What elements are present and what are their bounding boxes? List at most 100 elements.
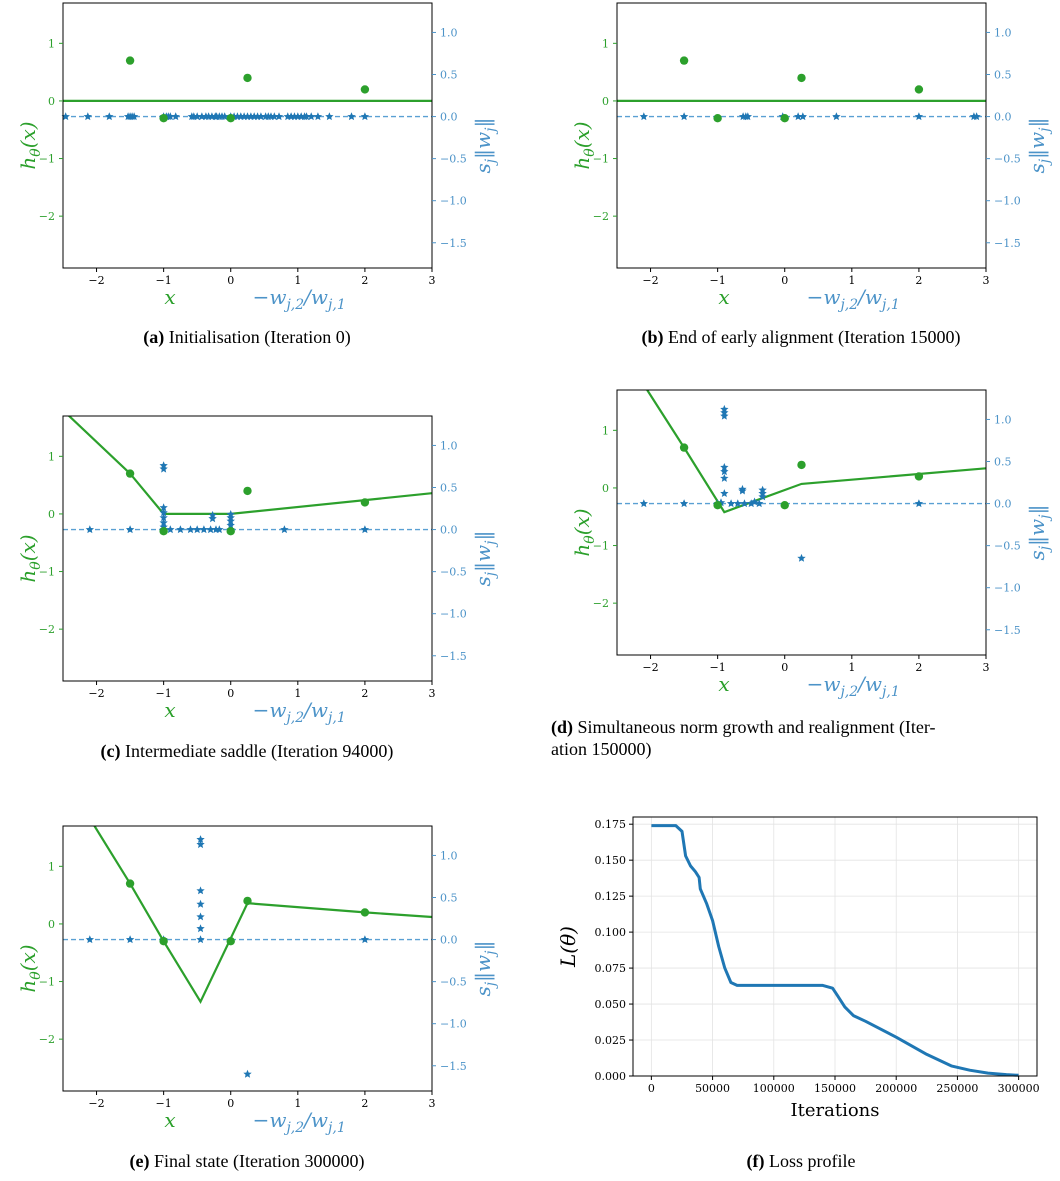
neuron-star-marker — [193, 112, 202, 121]
data-point-marker — [125, 469, 135, 478]
neuron-star-marker — [274, 112, 284, 121]
y-right-tick-label: −0.5 — [440, 976, 467, 989]
x-tick-label: 50000 — [695, 1082, 730, 1095]
y-axis-label-left: hθ(x) — [16, 121, 44, 169]
neuron-star-marker — [750, 497, 759, 506]
neuron-star-marker — [226, 516, 235, 525]
neuron-star-marker — [360, 525, 370, 534]
network-output-line — [93, 826, 432, 1005]
y-axis-label: L(θ) — [556, 926, 580, 968]
y-right-tick-label: −1.0 — [440, 608, 467, 621]
y-left-tick-label: 1 — [48, 450, 55, 463]
x-tick-label: −2 — [88, 687, 104, 700]
y-left-tick-label: 0 — [602, 482, 609, 495]
y-axis-label-right: sj‖wj‖ — [471, 530, 499, 586]
y-tick-label: 0.100 — [595, 926, 627, 939]
caption: (f) Loss profile — [747, 1151, 856, 1172]
y-right-tick-label: 0.0 — [440, 524, 458, 537]
neuron-star-marker — [233, 112, 242, 121]
x-tick-label: 0 — [227, 1097, 234, 1110]
neuron-star-marker — [196, 886, 205, 895]
neuron-star-marker — [208, 514, 217, 523]
x-tick-label: 250000 — [936, 1082, 978, 1095]
neuron-star-marker — [166, 112, 175, 121]
x-tick-label: 200000 — [875, 1082, 917, 1095]
data-point-marker — [226, 937, 235, 946]
neuron-star-marker — [347, 112, 356, 121]
y-tick-label: 0.025 — [595, 1034, 627, 1047]
neuron-star-marker — [720, 463, 729, 471]
x-tick-label: −2 — [88, 274, 104, 287]
y-left-tick-label: −1 — [39, 566, 55, 579]
neuron-star-marker — [159, 522, 168, 531]
data-point-marker — [797, 460, 806, 470]
neuron-star-marker — [738, 484, 747, 493]
y-right-tick-label: 0.5 — [994, 456, 1012, 469]
y-left-tick-label: −2 — [39, 210, 55, 223]
loss-curve — [651, 824, 1019, 1077]
y-axis-label-left: hθ(x) — [16, 944, 44, 992]
panel-f: 0 50000 100000 150000 200000 250000 300000 0.00… — [556, 816, 1040, 1172]
neuron-star-marker — [196, 924, 205, 933]
x-tick-label: 2 — [361, 274, 368, 287]
y-right-tick-label: −0.5 — [994, 540, 1021, 553]
neuron-star-marker — [199, 525, 209, 534]
data-point-marker — [713, 501, 722, 510]
data-point-marker — [159, 114, 168, 123]
axes-frame — [616, 2, 987, 269]
neuron-star-marker — [798, 112, 807, 121]
neuron-star-marker — [797, 553, 806, 562]
neuron-star-marker — [639, 499, 648, 508]
neuron-star-marker — [207, 112, 217, 121]
x-tick-label: 2 — [915, 274, 922, 287]
y-left-tick-label: −1 — [593, 153, 609, 166]
data-point-marker — [159, 937, 168, 946]
x-tick-label: −1 — [156, 687, 172, 700]
neuron-star-marker — [125, 525, 135, 534]
neuron-star-marker — [166, 525, 175, 534]
neuron-star-marker — [226, 513, 235, 522]
neuron-star-marker — [720, 489, 729, 497]
neuron-star-marker — [159, 464, 168, 473]
x-axis-label-left: x — [164, 1108, 175, 1132]
x-axis-label-right: −wj,2/wj,1 — [253, 698, 346, 726]
y-left-tick-label: −2 — [39, 623, 55, 636]
data-point-marker — [679, 443, 689, 452]
x-tick-label: 2 — [361, 687, 368, 700]
x-tick-label: −2 — [88, 1097, 104, 1110]
x-tick-label: 0 — [227, 274, 234, 287]
y-right-tick-label: 0.0 — [994, 111, 1012, 124]
y-left-tick-label: −1 — [39, 153, 55, 166]
data-point-marker — [125, 879, 135, 888]
y-left-tick-label: −2 — [39, 1033, 55, 1046]
x-tick-label: 3 — [429, 687, 436, 700]
x-tick-label: −1 — [156, 274, 172, 287]
neuron-star-marker — [193, 525, 202, 534]
x-tick-label: 1 — [294, 1097, 301, 1110]
x-tick-label: 2 — [361, 1097, 368, 1110]
neuron-star-marker — [743, 112, 752, 121]
y-left-tick-label: 1 — [48, 860, 55, 873]
y-axis-label-left: hθ(x) — [16, 534, 44, 582]
neuron-star-marker — [159, 518, 168, 527]
x-tick-label: −1 — [710, 661, 726, 674]
neuron-star-marker — [283, 112, 292, 121]
x-tick-label: 1 — [294, 274, 301, 287]
y-right-tick-label: 0.5 — [440, 69, 458, 82]
y-right-tick-label: −1.0 — [994, 582, 1021, 595]
data-point-marker — [360, 85, 370, 94]
y-right-tick-label: −1.5 — [440, 1060, 467, 1073]
x-axis-label-right: −wj,2/wj,1 — [807, 285, 900, 313]
y-right-tick-label: 0.5 — [440, 482, 458, 495]
caption-line-2: ation 150000) — [551, 739, 652, 760]
y-tick-label: 0.125 — [595, 890, 627, 903]
neuron-star-marker — [679, 499, 689, 508]
y-right-tick-label: 0.0 — [994, 498, 1012, 511]
neuron-star-marker — [253, 112, 262, 121]
caption: (b) End of early alignment (Iteration 15… — [642, 327, 961, 348]
x-axis-label-right: −wj,2/wj,1 — [253, 1108, 346, 1136]
y-right-tick-label: 1.0 — [440, 849, 458, 862]
y-right-tick-label: 0.0 — [440, 934, 458, 947]
y-tick-label: 0.175 — [595, 818, 627, 831]
x-tick-label: 3 — [983, 274, 990, 287]
